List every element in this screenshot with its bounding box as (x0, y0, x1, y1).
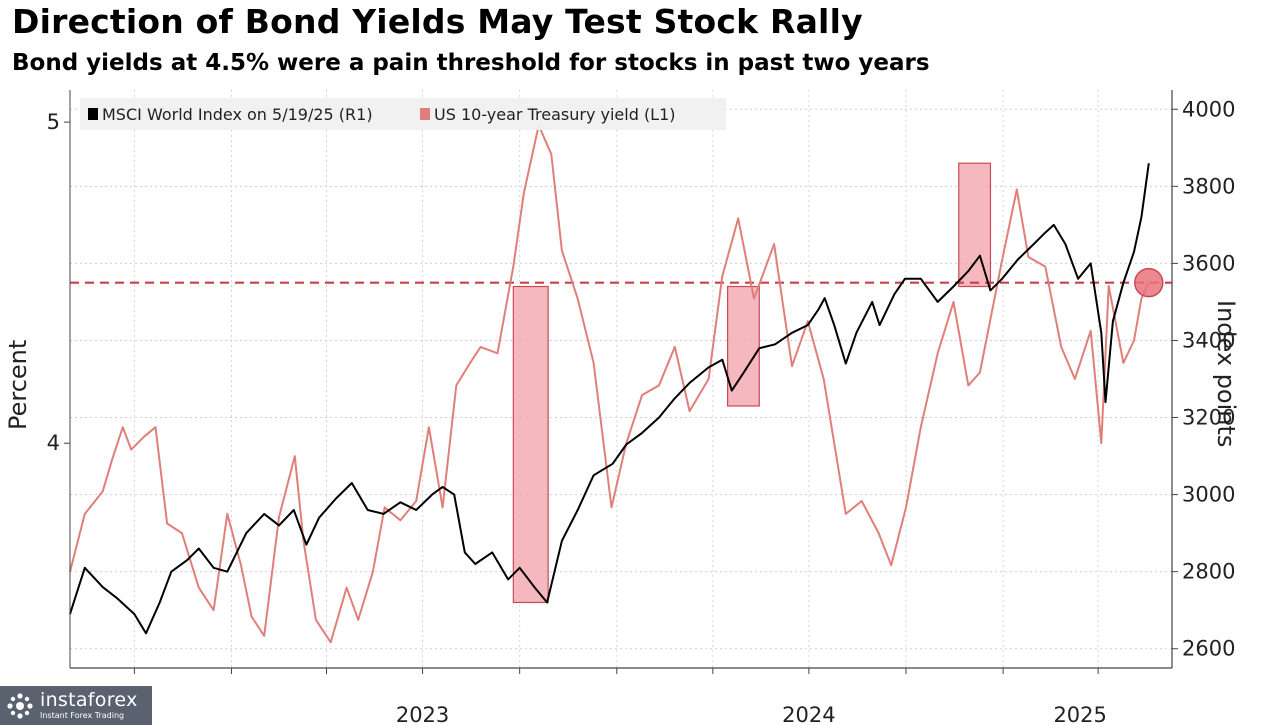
x-tick-label: 2025 (1053, 703, 1106, 725)
y-tick-label-left: 5 (47, 110, 60, 134)
axes: 4 5 2600 2800 3000 3200 3400 3600 3800 4000 2023 20… (47, 90, 1235, 725)
y-axis-left-label: Percent (4, 339, 32, 430)
legend-label: US 10-year Treasury yield (L1) (434, 105, 676, 124)
end-marker (1134, 267, 1164, 298)
y-tick-label-right: 4000 (1182, 97, 1235, 121)
x-tick-label: 2023 (396, 703, 449, 725)
legend-swatch (88, 108, 98, 120)
y-tick-label-right: 2600 (1182, 637, 1235, 661)
series-line-msci-world (69, 163, 1150, 635)
chart-title: Direction of Bond Yields May Test Stock … (12, 2, 863, 41)
chart-subtitle: Bond yields at 4.5% were a pain threshol… (12, 50, 930, 76)
end-marker-circle (1134, 267, 1164, 298)
legend: MSCI World Index on 5/19/25 (R1) US 10-ye… (80, 98, 726, 130)
watermark-brand: instaforex (40, 689, 138, 711)
y-tick-label-right: 3600 (1182, 251, 1235, 275)
highlight-box (727, 285, 760, 407)
watermark-emblem-icon (6, 692, 34, 720)
legend-label: MSCI World Index on 5/19/25 (R1) (102, 105, 373, 124)
watermark-tagline: Instant Forex Trading (40, 711, 125, 720)
y-tick-label-right: 3800 (1182, 174, 1235, 198)
y-tick-label-right: 3200 (1182, 406, 1235, 430)
y-tick-label-right: 2800 (1182, 560, 1235, 584)
series-line-us-10y-yield (69, 124, 1150, 644)
grid-lines (70, 90, 1172, 668)
y-tick-label-right: 3000 (1182, 483, 1235, 507)
highlight-box (512, 285, 549, 604)
y-tick-label-left: 4 (47, 431, 60, 455)
x-tick-label: 2024 (782, 703, 835, 725)
y-tick-label-right: 3400 (1182, 328, 1235, 352)
highlight-boxes (512, 162, 992, 604)
series-lines (69, 124, 1150, 644)
highlight-box (958, 162, 992, 288)
legend-background (80, 98, 726, 130)
watermark-logo: instaforex Instant Forex Trading (0, 686, 152, 725)
legend-swatch (420, 108, 430, 120)
y-axis-right-label: Index points (1212, 300, 1240, 448)
